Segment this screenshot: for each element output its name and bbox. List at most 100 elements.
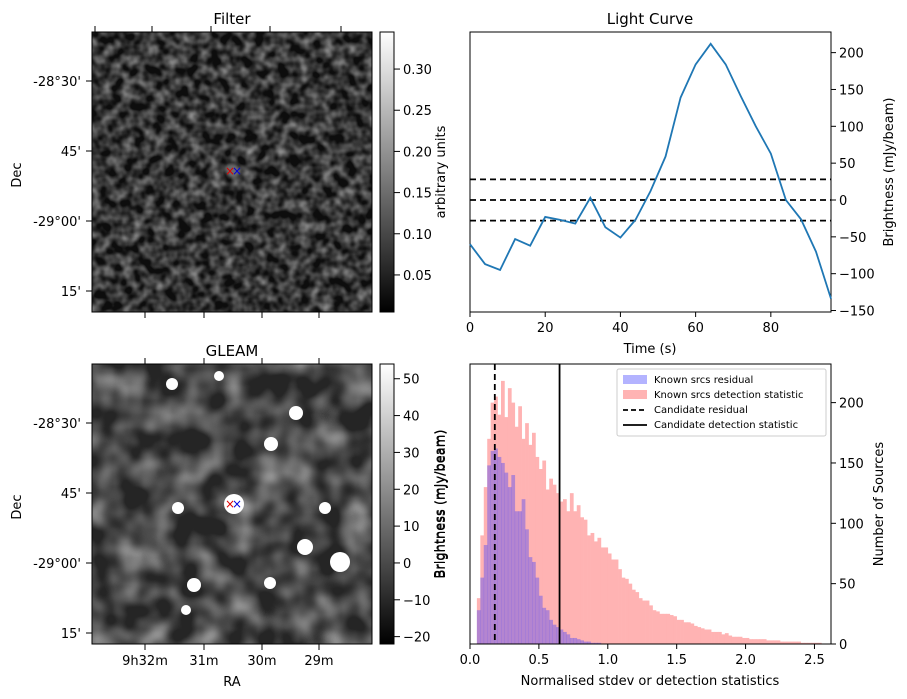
- residual-bar: [597, 642, 602, 644]
- detection-bar: [483, 487, 488, 644]
- red-marker: ×: [225, 164, 235, 178]
- residual-bar: [532, 561, 536, 644]
- legend-label: Candidate residual: [654, 405, 748, 416]
- colorbar-tick-label: 40: [403, 410, 420, 425]
- dec-tick-label: -28°30': [33, 75, 81, 90]
- residual-bar: [580, 640, 584, 644]
- detection-bar: [631, 589, 636, 644]
- detection-bar: [563, 499, 567, 644]
- detection-bar: [676, 619, 681, 644]
- x-tick-label: 1.5: [666, 653, 687, 668]
- detection-bar: [673, 616, 677, 644]
- y-tick-label: 100: [839, 120, 864, 135]
- detection-bar: [749, 639, 753, 644]
- x-tick-label: 2.5: [804, 653, 825, 668]
- detection-bar: [652, 610, 657, 644]
- dec-tick-label: 15': [61, 627, 81, 642]
- colorbar-tick-label: 0.30: [403, 63, 432, 78]
- residual-bar: [552, 624, 557, 644]
- residual-bar: [573, 637, 578, 644]
- detection-bar: [556, 493, 560, 644]
- residual-bar: [507, 487, 512, 644]
- detection-bar: [497, 414, 502, 644]
- detection-bar: [590, 532, 595, 644]
- gleam-colorbar-label: Brightness (mJy/beam): [434, 430, 449, 579]
- detection-bar: [494, 396, 498, 644]
- detection-bar: [724, 633, 729, 644]
- legend-swatch-residual: [623, 375, 647, 384]
- dec-tick-label: 45': [61, 145, 81, 160]
- lightcurve-xlabel: Time (s): [623, 342, 677, 357]
- residual-bar: [501, 462, 505, 644]
- detection-bar: [707, 629, 712, 644]
- ra-tick-label: 29m: [304, 654, 333, 669]
- detection-bar: [504, 417, 509, 644]
- detection-bar: [735, 636, 739, 644]
- detection-bar: [611, 559, 615, 644]
- detection-bar: [759, 639, 764, 644]
- lightcurve-panel: Light Curve 0 20 40 60 80 −150 −100 −50 0 50 100 1…: [466, 10, 897, 357]
- colorbar-tick-label: 0.15: [403, 187, 432, 202]
- detection-bar: [597, 537, 602, 644]
- gleam-panel: GLEAM × × -28°30' 45' -29°00' 15' Dec: [10, 342, 373, 690]
- detection-bar: [545, 489, 550, 644]
- residual-bar: [525, 529, 529, 644]
- residual-bar: [563, 631, 567, 644]
- detection-bar: [714, 631, 719, 644]
- filter-ra-ticks: [94, 26, 342, 318]
- gleam-candidate: × ×: [224, 494, 244, 514]
- detection-bar: [804, 642, 808, 644]
- gleam-sources: [166, 371, 350, 615]
- colorbar-tick-label: 0.20: [403, 145, 432, 160]
- colorbar-tick-label: 50: [403, 373, 420, 388]
- x-tick-label: 0: [466, 321, 474, 336]
- legend-label: Candidate detection statistic: [654, 420, 798, 431]
- detection-bar: [704, 629, 708, 644]
- detection-bar: [645, 600, 650, 644]
- histogram-left-ylabel: Brightness (mJy/beam): [433, 430, 448, 579]
- detection-bar: [780, 641, 784, 644]
- residual-bar: [521, 499, 526, 644]
- legend-swatch-detection: [623, 390, 647, 399]
- ra-tick-label: 30m: [247, 654, 276, 669]
- detection-bar: [583, 519, 588, 644]
- filter-colorbar-label: arbitrary units: [434, 125, 449, 218]
- detection-bar: [797, 641, 801, 644]
- dec-tick-label: -29°00': [33, 215, 81, 230]
- detection-bar: [569, 493, 574, 644]
- residual-bar: [576, 639, 581, 644]
- detection-bar: [552, 484, 557, 644]
- detection-bar: [487, 438, 491, 644]
- detection-bar: [614, 559, 619, 644]
- y-tick-label: −150: [839, 305, 875, 320]
- residual-bar: [494, 448, 498, 644]
- lightcurve-line: [469, 42, 832, 300]
- detection-bar: [693, 625, 698, 644]
- detection-bar: [711, 631, 715, 644]
- x-tick-label: 2.0: [735, 653, 756, 668]
- detection-bar: [525, 423, 529, 644]
- residual-bar: [487, 465, 491, 644]
- detection-bar: [755, 639, 760, 644]
- y-tick-label: −100: [839, 268, 875, 283]
- y-tick-label: 150: [839, 83, 864, 98]
- detection-bar: [600, 547, 605, 644]
- detection-bar: [507, 388, 512, 644]
- detection-bar: [618, 569, 622, 644]
- detection-bar: [742, 637, 746, 644]
- dec-tick-label: 45': [61, 487, 81, 502]
- detection-bar: [511, 402, 516, 644]
- detection-bar: [659, 613, 664, 644]
- detection-bar: [528, 444, 533, 644]
- filter-dec-ticks: -28°30' 45' -29°00' 15' Dec: [10, 75, 92, 300]
- histogram-xlabel: Normalised stdev or detection statistics: [521, 674, 780, 689]
- detection-bar: [490, 402, 495, 644]
- dec-tick-label: 15': [61, 285, 81, 300]
- blue-marker: ×: [232, 497, 242, 511]
- detection-bar: [773, 640, 777, 644]
- detection-bar: [576, 505, 581, 644]
- residual-bar: [566, 634, 571, 644]
- detection-bar: [662, 613, 667, 644]
- gleam-dec-ticks: -28°30' 45' -29°00' 15' Dec: [10, 417, 92, 642]
- x-tick-label: 40: [612, 321, 629, 336]
